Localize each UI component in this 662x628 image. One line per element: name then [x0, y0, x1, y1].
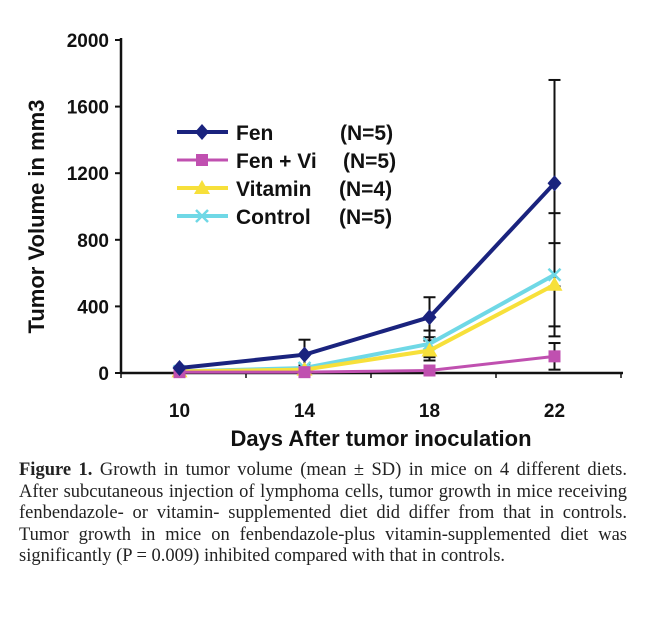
- data-point: [421, 342, 438, 357]
- y-tick-label: 1200: [67, 164, 109, 185]
- legend-n: (N=5): [340, 122, 393, 145]
- legend-marker: [196, 154, 208, 166]
- y-tick-label: 800: [77, 231, 109, 252]
- y-tick-label: 400: [77, 297, 109, 318]
- legend-label: Fen: [236, 122, 273, 145]
- legend-marker: [195, 209, 209, 223]
- x-tick-label: 10: [169, 401, 190, 422]
- legend-n: (N=5): [339, 206, 392, 229]
- data-point: [422, 309, 437, 326]
- legend-marker: [194, 180, 210, 194]
- legend-label: Control: [236, 206, 311, 229]
- x-axis-label: Days After tumor inoculation: [230, 426, 531, 451]
- figure-caption: Figure 1. Growth in tumor volume (mean ±…: [19, 460, 627, 568]
- data-point: [547, 267, 562, 282]
- x-tick-label: 18: [419, 401, 440, 422]
- series-line: [179, 354, 555, 374]
- x-tick-label: 22: [544, 401, 565, 422]
- y-tick-label: 0: [98, 364, 109, 385]
- series-line: [179, 181, 556, 370]
- y-tick-label: 1600: [67, 98, 109, 119]
- legend-label: Vitamin: [236, 178, 311, 201]
- caption-label: Figure 1.: [19, 460, 93, 480]
- data-point: [297, 346, 312, 363]
- legend-marker: [195, 124, 209, 140]
- caption-text: Growth in tumor volume (mean ± SD) in mi…: [19, 460, 627, 566]
- legend-n: (N=5): [343, 150, 396, 173]
- y-axis-label: Tumor Volume in mm3: [24, 100, 49, 334]
- series-line: [179, 282, 556, 374]
- data-point: [546, 276, 563, 291]
- data-point: [298, 366, 311, 379]
- data-point: [172, 360, 187, 377]
- legend-n: (N=4): [339, 178, 392, 201]
- data-point: [423, 364, 436, 377]
- data-point: [547, 175, 562, 192]
- series-line: [179, 273, 556, 374]
- legend-label: Fen + Vi: [236, 150, 317, 173]
- data-point: [548, 350, 561, 363]
- line-chart: 0 400 800 1200 1600 2000 10 14 18 22 Days After tu…: [24, 31, 623, 451]
- y-tick-label: 2000: [67, 31, 109, 52]
- x-tick-label: 14: [294, 401, 316, 422]
